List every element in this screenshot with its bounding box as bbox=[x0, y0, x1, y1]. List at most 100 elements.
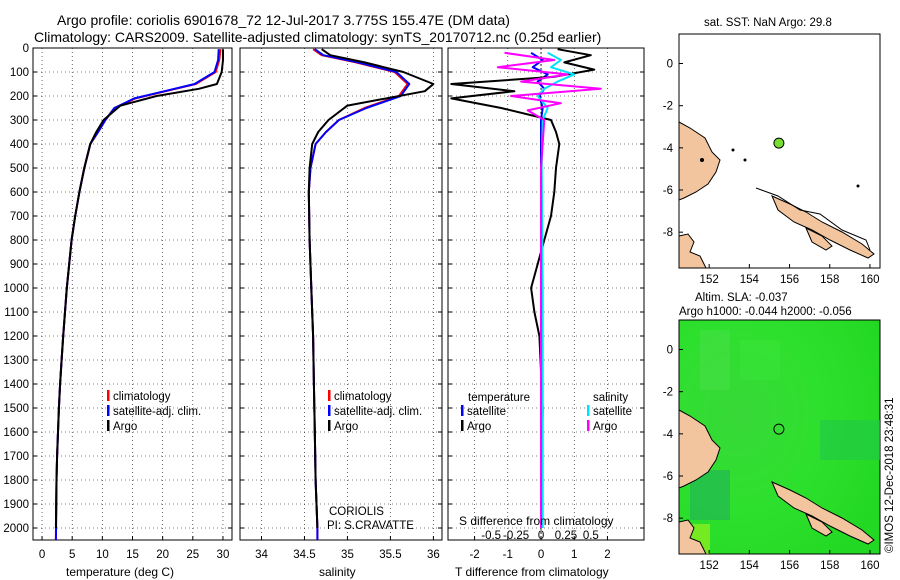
s-diff-tick-label: 0.25 bbox=[555, 530, 577, 542]
salinity-panel-frame bbox=[239, 47, 443, 541]
salinity-legend: climatology satellite-adj. clim. Argo CO… bbox=[327, 390, 422, 532]
map-x-tick-label: 156 bbox=[780, 560, 799, 572]
legend-label-climatology: climatology bbox=[334, 391, 392, 403]
depth-tick-label: 100 bbox=[10, 67, 29, 79]
map-y-tick-label: -4 bbox=[663, 429, 674, 441]
depth-tick-label: 1200 bbox=[3, 331, 29, 343]
coast-outline bbox=[755, 187, 871, 251]
x-tick-label: 34 bbox=[255, 549, 268, 561]
depth-tick-label: 200 bbox=[10, 91, 29, 103]
legend-swatch-s-satellite bbox=[587, 405, 590, 416]
series-line-climatology bbox=[307, 48, 409, 540]
temperature-grid bbox=[33, 47, 232, 540]
map-x-tick-label: 156 bbox=[780, 274, 799, 286]
difference-panel-frame bbox=[447, 47, 645, 541]
sla-map-subtitle: Argo h1000: -0.044 h2000: -0.056 bbox=[679, 306, 852, 318]
x-tick-label: -2 bbox=[469, 549, 479, 561]
series-line-climatology bbox=[54, 49, 222, 540]
salinity-grid bbox=[240, 47, 442, 540]
x-tick-label: 25 bbox=[186, 549, 199, 561]
land-guadalcanal bbox=[805, 226, 833, 251]
sst-map-land bbox=[679, 121, 875, 268]
temperature-panel-frame bbox=[32, 47, 233, 541]
map-y-tick-label: -2 bbox=[663, 101, 673, 113]
depth-tick-label: 1900 bbox=[3, 499, 29, 511]
land-new-britain bbox=[679, 121, 721, 201]
x-tick-label: 36 bbox=[427, 549, 440, 561]
map-y-tick-label: -2 bbox=[663, 387, 673, 399]
t-difference-tick-labels: -2 -1 0 1 2 bbox=[469, 549, 610, 561]
temperature-axis-label: temperature (deg C) bbox=[66, 565, 174, 579]
temperature-legend: climatology satellite-adj. clim. Argo bbox=[107, 390, 201, 433]
depth-tick-label: 1400 bbox=[3, 379, 29, 391]
map-x-tick-label: 158 bbox=[820, 274, 839, 286]
profile-location-marker bbox=[773, 423, 785, 435]
figure-title-line2: Climatology: CARS2009. Satellite-adjuste… bbox=[34, 29, 601, 45]
depth-tick-label: 1300 bbox=[3, 355, 29, 367]
land-new-guinea bbox=[679, 519, 707, 554]
profile-location-marker bbox=[773, 137, 785, 149]
depth-tick-label: 400 bbox=[10, 139, 29, 151]
series-line-argo bbox=[307, 48, 435, 529]
legend-swatch-t-satellite bbox=[461, 405, 464, 416]
map-x-tick-label: 154 bbox=[740, 560, 760, 572]
map-x-tick-label: 160 bbox=[860, 560, 879, 572]
legend-swatch-argo bbox=[107, 420, 110, 431]
legend-swatch-climatology bbox=[107, 390, 110, 401]
depth-tick-label: 600 bbox=[10, 187, 29, 199]
legend-swatch-satellite bbox=[328, 405, 331, 416]
legend-swatch-s-argo bbox=[587, 420, 590, 431]
salinity-axis-label: salinity bbox=[319, 565, 356, 579]
map-x-tick-label: 158 bbox=[820, 560, 839, 572]
sla-map-profile-marker-group bbox=[773, 423, 785, 435]
provider-label: CORIOLIS bbox=[329, 506, 384, 518]
depth-tick-label: 800 bbox=[10, 235, 29, 247]
sst-map-title: sat. SST: NaN Argo: 29.8 bbox=[704, 17, 832, 29]
map-x-tick-label: 154 bbox=[740, 274, 760, 286]
x-tick-label: 5 bbox=[69, 549, 75, 561]
islet bbox=[700, 158, 704, 162]
sla-map-field bbox=[679, 330, 880, 554]
x-tick-label: 0 bbox=[538, 549, 544, 561]
s-diff-tick-label: -0.25 bbox=[503, 530, 529, 542]
depth-tick-label: 1000 bbox=[3, 283, 29, 295]
land-new-guinea bbox=[679, 233, 707, 268]
legend-label-argo: Argo bbox=[113, 421, 137, 433]
legend-label-s-satellite: satellite bbox=[593, 406, 632, 418]
figure-title-line1: Argo profile: coriolis 6901678_72 12-Jul… bbox=[57, 12, 510, 28]
depth-tick-label: 1800 bbox=[3, 475, 29, 487]
map-x-tick-label: 160 bbox=[860, 274, 879, 286]
map-y-tick-label: 0 bbox=[667, 345, 673, 357]
x-tick-label: 35 bbox=[341, 549, 354, 561]
depth-tick-label: 900 bbox=[10, 259, 29, 271]
x-tick-label: 1 bbox=[571, 549, 577, 561]
x-tick-label: 34.5 bbox=[293, 549, 315, 561]
difference-legend-salinity: salinity satellite Argo bbox=[587, 392, 632, 433]
x-tick-label: -1 bbox=[503, 549, 513, 561]
x-tick-label: 30 bbox=[217, 549, 230, 561]
s-difference-axis-label: S difference from climatology bbox=[459, 514, 614, 528]
islet bbox=[731, 148, 735, 152]
difference-series bbox=[450, 48, 602, 529]
s-diff-tick-label: 0.5 bbox=[583, 530, 599, 542]
pi-label: PI: S.CRAVATTE bbox=[327, 520, 414, 532]
salinity-tick-labels: 34 34.5 35 35.5 36 bbox=[255, 549, 440, 561]
s-diff-tick-label: -0.5 bbox=[481, 530, 501, 542]
map-x-tick-label: 152 bbox=[700, 274, 719, 286]
legend-label-climatology: climatology bbox=[113, 391, 171, 403]
land-solomon-islands bbox=[771, 481, 875, 545]
sla-map-tick-labels: 152 154 156 158 160 0 -2 -4 -6 -8 bbox=[663, 345, 880, 572]
sst-map-tick-labels: 152 154 156 158 160 0 -2 -4 -6 -8 bbox=[663, 59, 880, 286]
x-tick-label: 20 bbox=[156, 549, 169, 561]
depth-tick-label: 2000 bbox=[3, 523, 29, 535]
depth-tick-label: 500 bbox=[10, 163, 29, 175]
series-line-satellite-adj-clim- bbox=[54, 49, 220, 540]
land-new-britain bbox=[679, 409, 721, 489]
legend-swatch-climatology bbox=[328, 390, 331, 401]
series-line-s-satellite bbox=[536, 51, 576, 528]
depth-tick-label: 0 bbox=[23, 43, 29, 55]
land-guadalcanal bbox=[805, 512, 833, 537]
copyright-footer: ©IMOS 12-Dec-2018 23:48:31 bbox=[884, 397, 896, 553]
sla-patch bbox=[820, 420, 880, 460]
temperature-tick-labels: 0 5 10 15 20 25 30 bbox=[39, 549, 230, 561]
